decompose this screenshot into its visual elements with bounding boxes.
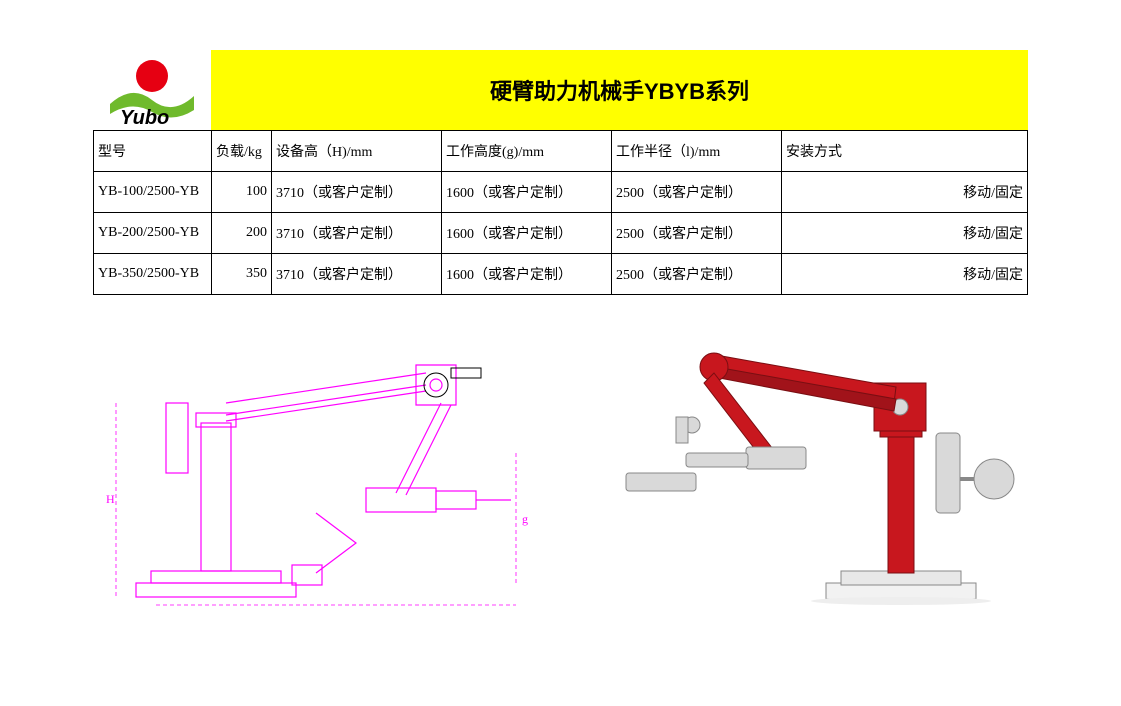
col-work-h: 工作高度(g)/mm xyxy=(442,131,612,172)
cell-radius: 2500（或客户定制） xyxy=(612,213,782,254)
dim-label-g: g xyxy=(522,512,528,526)
cell-height: 3710（或客户定制） xyxy=(272,254,442,295)
cell-install: 移动/固定 xyxy=(782,254,1028,295)
cell-work-h: 1600（或客户定制） xyxy=(442,172,612,213)
table-row: YB-350/2500-YB 350 3710（或客户定制） 1600（或客户定… xyxy=(94,254,1028,295)
cell-height: 3710（或客户定制） xyxy=(272,172,442,213)
table-row: YB-100/2500-YB 100 3710（或客户定制） 1600（或客户定… xyxy=(94,172,1028,213)
spec-table: 型号 负载/kg 设备高（H)/mm 工作高度(g)/mm 工作半径（l)/mm… xyxy=(93,130,1028,295)
cell-radius: 2500（或客户定制） xyxy=(612,172,782,213)
cell-load: 350 xyxy=(212,254,272,295)
col-height: 设备高（H)/mm xyxy=(272,131,442,172)
cell-model: YB-100/2500-YB xyxy=(94,172,212,213)
header: Yubo 硬臂助力机械手YBYB系列 xyxy=(93,50,1028,130)
diagram-2d-drawing: H g xyxy=(96,313,556,618)
page-title: 硬臂助力机械手YBYB系列 xyxy=(211,50,1028,130)
col-radius: 工作半径（l)/mm xyxy=(612,131,782,172)
col-install: 安装方式 xyxy=(782,131,1028,172)
logo: Yubo xyxy=(93,50,211,130)
col-model: 型号 xyxy=(94,131,212,172)
diagrams-row: H g xyxy=(93,313,1028,618)
cell-load: 100 xyxy=(212,172,272,213)
diagram-3d-render xyxy=(596,313,1026,618)
table-header: 型号 负载/kg 设备高（H)/mm 工作高度(g)/mm 工作半径（l)/mm… xyxy=(94,131,1028,172)
manipulator-2d-icon: H g xyxy=(96,313,556,613)
title-text: 硬臂助力机械手YBYB系列 xyxy=(490,74,749,106)
cell-height: 3710（或客户定制） xyxy=(272,213,442,254)
cell-work-h: 1600（或客户定制） xyxy=(442,213,612,254)
cell-install: 移动/固定 xyxy=(782,213,1028,254)
manipulator-3d-icon xyxy=(596,313,1026,613)
cell-work-h: 1600（或客户定制） xyxy=(442,254,612,295)
svg-text:Yubo: Yubo xyxy=(120,107,169,126)
cell-model: YB-200/2500-YB xyxy=(94,213,212,254)
table-row: YB-200/2500-YB 200 3710（或客户定制） 1600（或客户定… xyxy=(94,213,1028,254)
cell-load: 200 xyxy=(212,213,272,254)
col-load: 负载/kg xyxy=(212,131,272,172)
cell-model: YB-350/2500-YB xyxy=(94,254,212,295)
cell-install: 移动/固定 xyxy=(782,172,1028,213)
yubo-logo-icon: Yubo xyxy=(102,54,202,126)
cell-radius: 2500（或客户定制） xyxy=(612,254,782,295)
table-body: YB-100/2500-YB 100 3710（或客户定制） 1600（或客户定… xyxy=(94,172,1028,295)
dim-label-h: H xyxy=(106,492,115,506)
